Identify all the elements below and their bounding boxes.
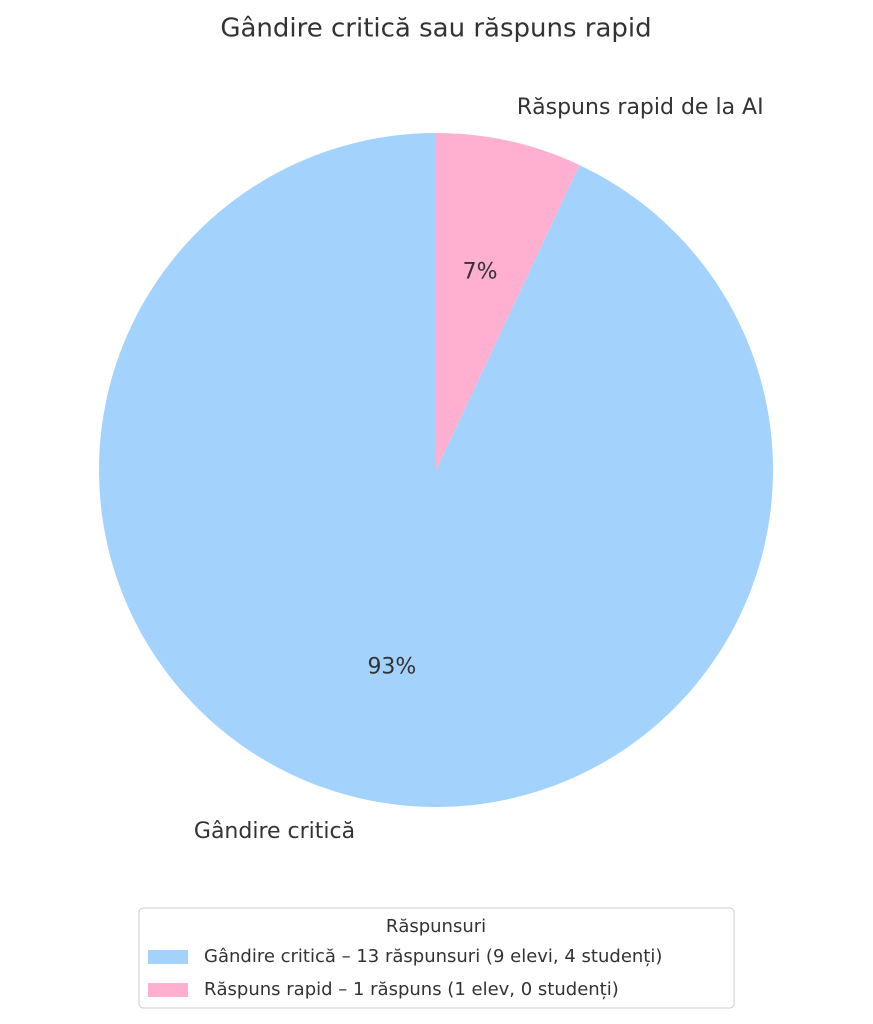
legend-swatch bbox=[148, 983, 188, 997]
chart-title: Gândire critică sau răspuns rapid bbox=[220, 14, 651, 44]
legend-label: Gândire critică – 13 răspunsuri (9 elevi… bbox=[204, 946, 662, 967]
slice-label: Gândire critică bbox=[194, 819, 355, 844]
legend-label: Răspuns rapid – 1 răspuns (1 elev, 0 stu… bbox=[204, 979, 619, 1000]
value-label: 93% bbox=[367, 654, 416, 679]
pie-slice bbox=[436, 133, 580, 470]
pie-slice bbox=[98, 133, 774, 807]
legend-box bbox=[138, 907, 735, 1009]
legend-swatch bbox=[148, 950, 188, 964]
legend-title: Răspunsuri bbox=[386, 916, 486, 937]
value-label: 7% bbox=[463, 260, 498, 285]
slice-label: Răspuns rapid de la AI bbox=[517, 95, 764, 120]
